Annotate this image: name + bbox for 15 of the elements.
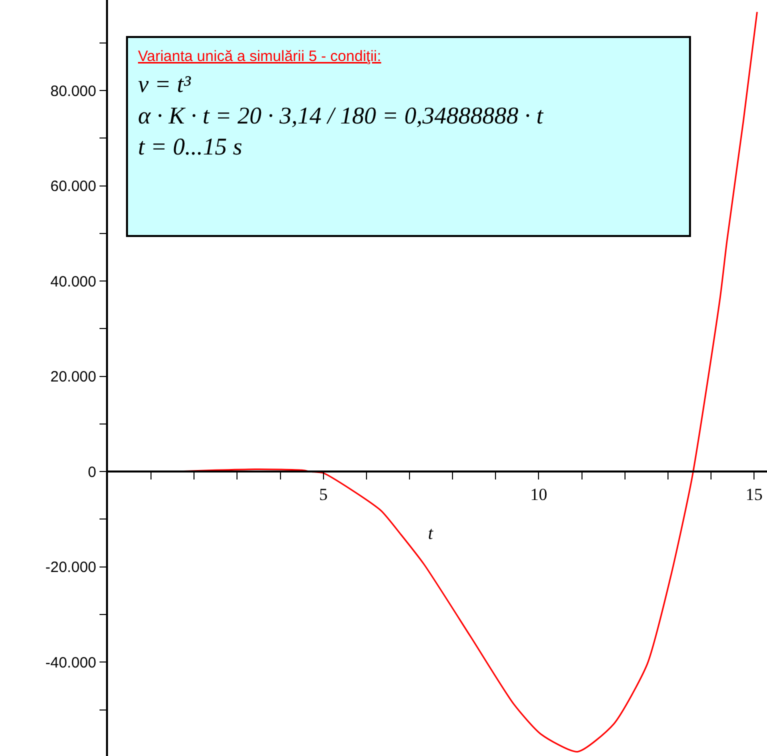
y-tick-label: 60.000	[50, 178, 96, 196]
y-tick-label: 40.000	[50, 273, 96, 290]
annotation: v = t³	[138, 72, 192, 98]
annotation: t = 0...15 s	[138, 134, 242, 161]
annotation: α · K · t = 20 · 3,14 / 180 = 0,34888888 · t	[138, 103, 544, 130]
y-tick-label: 0	[88, 464, 96, 481]
x-tick-label: 15	[746, 484, 763, 504]
y-tick-label: 80.000	[50, 82, 96, 100]
x-tick-label: 10	[530, 484, 548, 504]
y-tick-label: -40.000	[45, 654, 96, 672]
x-axis-title: t	[428, 523, 434, 543]
y-tick-label: -20.000	[45, 559, 96, 576]
text: Varianta unică a simulării 5 - condiţii:	[138, 48, 382, 65]
y-tick-label: 20.000	[50, 368, 96, 386]
x-tick-label: 5	[319, 484, 328, 504]
